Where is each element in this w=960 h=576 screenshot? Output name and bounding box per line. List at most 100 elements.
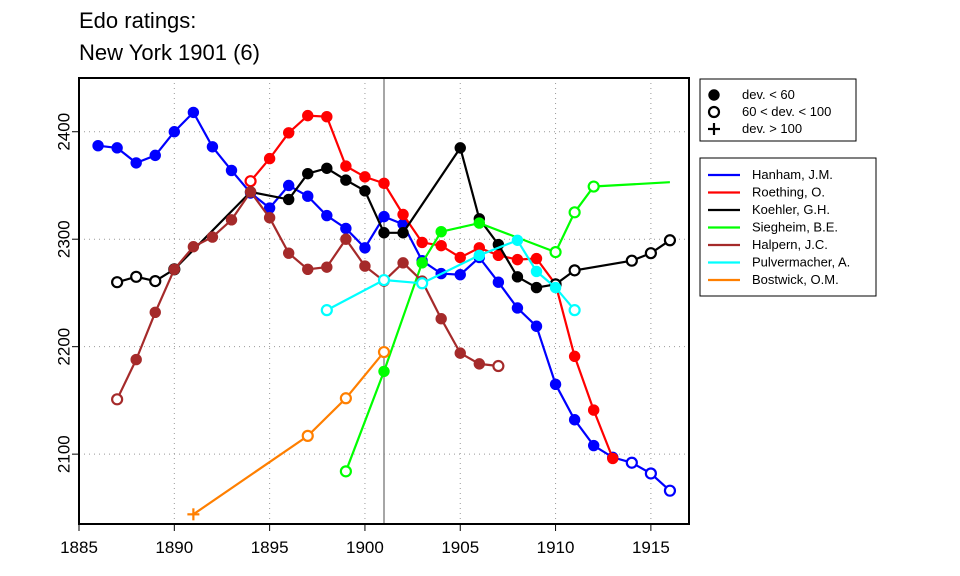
data-point-2-20 [644, 247, 657, 260]
data-point-0-3 [149, 149, 161, 162]
data-point-4-12 [340, 233, 352, 245]
data-point-2-8 [340, 174, 352, 186]
data-point-4-8 [263, 212, 276, 224]
data-point-1-15 [530, 252, 543, 265]
series-line-6 [192, 351, 385, 516]
data-point-3-7 [587, 180, 600, 193]
data-point-1-0 [244, 175, 257, 188]
marker-legend-symbol-0 [708, 89, 720, 101]
data-point-3-6 [568, 206, 581, 219]
data-point-0-26 [587, 439, 600, 452]
data-point-4-1 [130, 353, 142, 366]
data-point-1-17 [568, 350, 581, 363]
data-point-6-0 [187, 508, 200, 521]
data-point-1-6 [359, 171, 371, 183]
data-point-1-1 [263, 152, 276, 165]
data-point-3-4 [473, 217, 486, 229]
data-point-4-6 [225, 214, 238, 226]
series-5 [320, 234, 581, 317]
data-point-4-20 [492, 359, 505, 373]
data-point-4-18 [454, 347, 466, 359]
y-tick-label-2200: 2200 [54, 328, 73, 366]
x-tick-label-1890: 1890 [155, 538, 193, 557]
data-point-0-6 [206, 141, 219, 153]
data-point-5-2 [416, 277, 429, 290]
x-tick-label-1910: 1910 [537, 538, 575, 557]
data-point-4-13 [359, 260, 371, 272]
y-tick-label-2100: 2100 [54, 435, 73, 473]
data-point-0-28 [625, 456, 638, 469]
data-point-4-5 [206, 231, 219, 243]
data-point-1-9 [416, 236, 428, 249]
data-point-0-2 [130, 157, 142, 169]
data-point-1-14 [511, 253, 524, 266]
data-point-3-0 [339, 465, 352, 478]
data-point-4-10 [302, 263, 314, 275]
x-tick-label-1900: 1900 [346, 538, 384, 557]
marker-legend-symbol-1 [707, 105, 721, 119]
data-point-5-5 [530, 265, 543, 278]
data-point-6-2 [339, 392, 352, 405]
series-4 [111, 186, 505, 406]
data-point-4-15 [397, 257, 409, 269]
y-tick-label-2300: 2300 [54, 220, 73, 258]
series-legend-label-4: Halpern, J.C. [752, 237, 828, 252]
data-point-0-0 [92, 140, 104, 152]
y-tick-label-2400: 2400 [54, 113, 73, 151]
data-point-0-23 [530, 320, 543, 332]
data-point-5-0 [320, 304, 333, 317]
data-point-2-21 [663, 234, 677, 247]
series-3 [339, 180, 670, 478]
series-6 [187, 345, 391, 521]
data-point-3-1 [378, 365, 390, 378]
data-point-1-18 [587, 404, 600, 416]
data-point-0-25 [568, 414, 581, 426]
data-point-2-18 [568, 264, 581, 277]
data-point-2-0 [111, 276, 124, 289]
data-point-1-19 [607, 452, 619, 465]
series-line-3 [344, 181, 670, 472]
marker-legend-box [699, 78, 857, 142]
data-point-0-4 [168, 126, 181, 138]
data-point-5-1 [377, 273, 391, 287]
series-1 [244, 109, 619, 465]
data-point-0-11 [302, 190, 314, 202]
data-point-2-11 [397, 227, 409, 239]
data-point-0-7 [225, 164, 238, 177]
x-tick-label-1905: 1905 [441, 538, 479, 557]
marker-legend: dev. < 60 60 < dev. < 100 dev. > 100 [699, 78, 857, 142]
data-point-2-1 [130, 270, 143, 283]
x-tick-label-1915: 1915 [632, 538, 670, 557]
chart-title-line-1: Edo ratings: [79, 8, 196, 33]
data-point-0-13 [340, 222, 352, 235]
data-point-2-16 [530, 281, 543, 294]
data-point-6-3 [377, 345, 391, 359]
plot-frame [78, 77, 690, 525]
data-point-1-2 [282, 127, 295, 139]
series-legend-label-1: Roething, O. [752, 185, 825, 200]
series-2 [111, 142, 677, 294]
data-point-4-3 [168, 263, 181, 275]
data-point-2-9 [359, 185, 371, 197]
data-point-4-7 [244, 186, 257, 198]
data-point-4-0 [111, 393, 124, 406]
y-axis: 2100 2200 2300 2400 [54, 113, 79, 473]
data-point-0-5 [187, 106, 200, 119]
data-point-4-4 [187, 241, 200, 253]
data-point-4-2 [149, 306, 161, 318]
marker-legend-label-0: dev. < 60 [742, 87, 795, 102]
data-point-2-15 [511, 271, 524, 283]
x-axis: 1885 1890 1895 1900 1905 1910 1915 [60, 524, 670, 557]
data-point-1-10 [435, 239, 447, 252]
x-tick-label-1895: 1895 [251, 538, 289, 557]
data-point-5-4 [511, 234, 524, 246]
data-point-3-2 [416, 257, 428, 269]
series-legend-label-5: Pulvermacher, A. [752, 255, 850, 270]
data-point-0-30 [663, 484, 677, 497]
data-point-1-3 [302, 109, 314, 122]
data-point-5-6 [549, 281, 562, 294]
data-point-4-19 [473, 358, 486, 370]
data-point-0-1 [111, 142, 123, 154]
data-point-0-12 [321, 209, 333, 222]
